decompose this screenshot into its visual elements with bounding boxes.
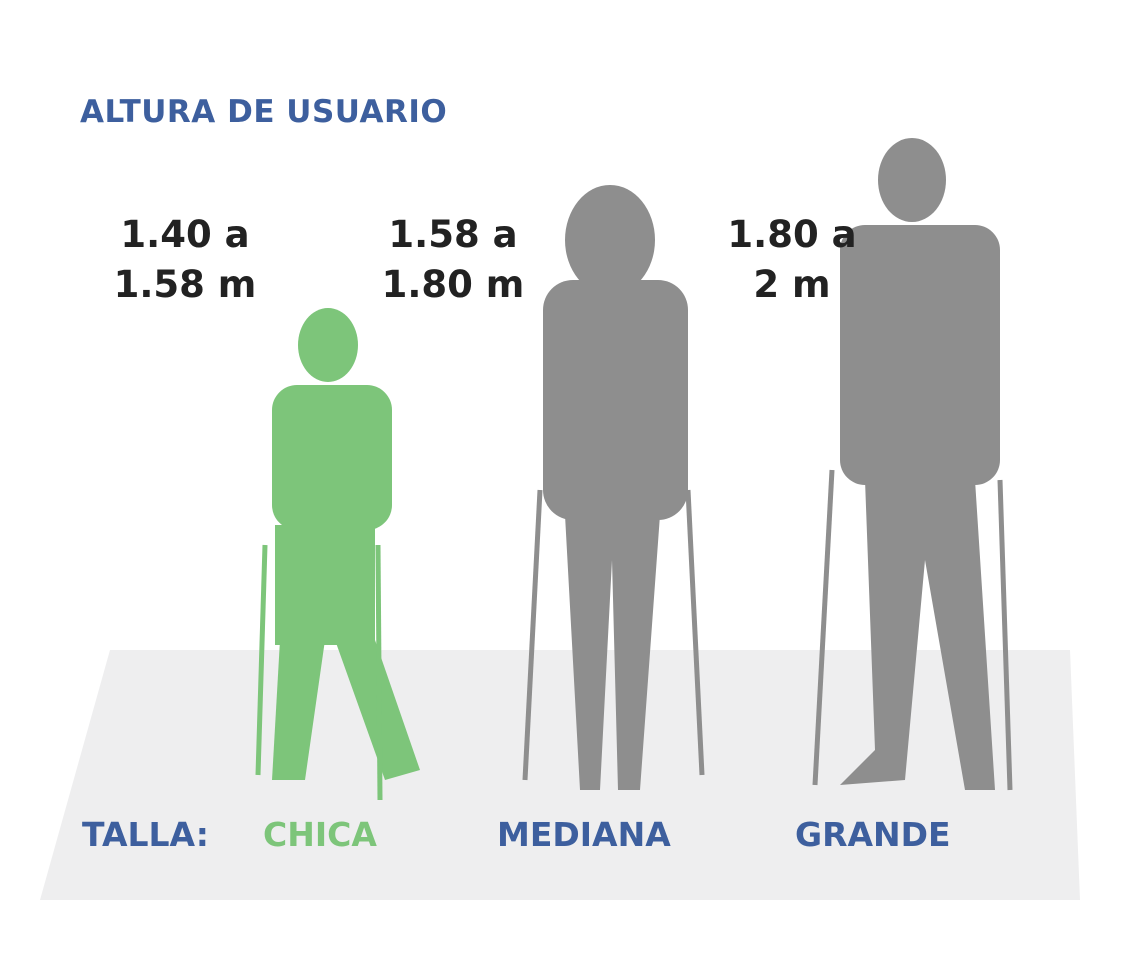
page-title: ALTURA DE USUARIO [80,94,448,130]
size-grande: GRANDE [795,815,951,854]
floor [40,650,1080,900]
range-line-2: 1.58 m [113,263,257,306]
range-line-1: 1.58 a [388,213,518,256]
man-silhouette [812,138,1013,791]
range-line-1: 1.80 a [727,213,857,256]
child-silhouette [255,308,420,801]
range-line-2: 1.80 m [381,263,525,306]
height-range-large: 1.80 a 2 m [682,210,902,310]
size-mediana: MEDIANA [497,815,671,854]
size-chica: CHICA [263,815,377,854]
height-range-small: 1.40 a 1.58 m [75,210,295,310]
range-line-2: 2 m [753,263,831,306]
range-line-1: 1.40 a [120,213,250,256]
woman-silhouette [522,185,705,790]
size-label: TALLA: [82,815,209,854]
height-range-medium: 1.58 a 1.80 m [343,210,563,310]
